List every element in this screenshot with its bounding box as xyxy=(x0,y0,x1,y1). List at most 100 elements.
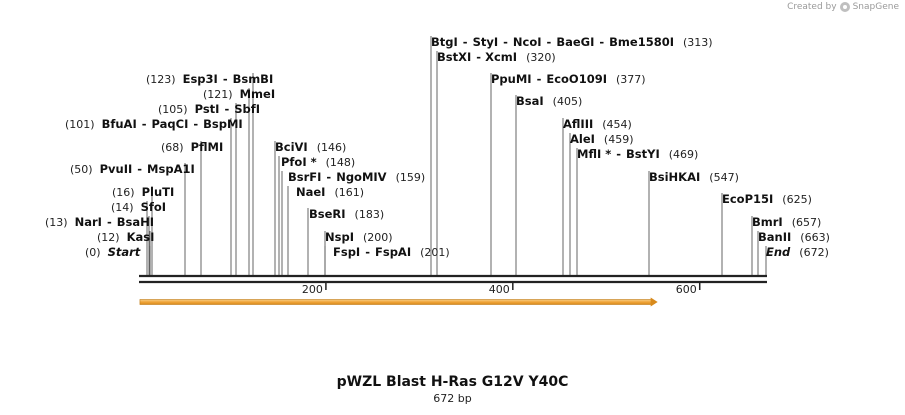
site-position: (313) xyxy=(683,36,713,49)
enzyme-name: StyI xyxy=(473,35,499,49)
site-position: (201) xyxy=(420,246,450,259)
enzyme-name: PstI xyxy=(195,102,220,116)
site-label[interactable]: FspI - FspAI (201) xyxy=(333,245,450,259)
site-label[interactable]: (105) PstI - SbfI xyxy=(158,102,260,116)
enzyme-name: SfoI xyxy=(141,200,166,214)
credit-brand: SnapGene xyxy=(852,2,899,12)
site-label[interactable]: (123) Esp3I - BsmBI xyxy=(146,72,273,86)
site-labels: (0) Start(12) KasI(13) NarI - BsaHI(14) SfoI(1… xyxy=(45,35,830,259)
site-position: (121) xyxy=(203,88,233,101)
enzyme-name: BseRI xyxy=(309,207,346,221)
site-position: (469) xyxy=(669,148,699,161)
site-position: (101) xyxy=(65,118,95,131)
enzyme-name: EcoO109I xyxy=(546,72,607,86)
site-position: (0) xyxy=(85,246,101,259)
site-position: (105) xyxy=(158,103,188,116)
site-label[interactable]: BsrFI - NgoMIV (159) xyxy=(288,170,425,184)
enzyme-name: BfuAI xyxy=(102,117,137,131)
site-label[interactable]: EcoP15I (625) xyxy=(722,192,812,206)
site-separator: - xyxy=(599,35,604,49)
site-label[interactable]: End (672) xyxy=(766,245,829,259)
site-label[interactable]: (12) KasI xyxy=(97,230,154,244)
site-label[interactable]: BanII (663) xyxy=(758,230,830,244)
enzyme-name: Esp3I xyxy=(183,72,218,86)
site-position: (454) xyxy=(602,118,632,131)
ruler-tick-label: 400 xyxy=(489,283,510,296)
enzyme-name: XcmI xyxy=(485,50,517,64)
site-label[interactable]: (14) SfoI xyxy=(111,200,166,214)
site-position: (320) xyxy=(526,51,556,64)
enzyme-name: AflIII xyxy=(563,117,593,131)
enzyme-name: PaqCI xyxy=(152,117,189,131)
site-separator: - xyxy=(547,35,552,49)
enzyme-name: BaeGI xyxy=(556,35,594,49)
enzyme-name: End xyxy=(766,245,791,259)
enzyme-name: Start xyxy=(108,245,141,259)
site-label[interactable]: (50) PvuII - MspA1I xyxy=(70,162,195,176)
site-label[interactable]: BtgI - StyI - NcoI - BaeGI - Bme1580I (313) xyxy=(431,35,713,49)
site-label[interactable]: BseRI (183) xyxy=(309,207,384,221)
site-position: (68) xyxy=(161,141,184,154)
site-position: (123) xyxy=(146,73,176,86)
site-position: (459) xyxy=(604,133,634,146)
feature-layer xyxy=(139,297,658,307)
sequence-length-label: 672 bp xyxy=(433,392,472,405)
site-position: (183) xyxy=(355,208,385,221)
site-label[interactable]: (13) NarI - BsaHI xyxy=(45,215,154,229)
enzyme-name: FspAI xyxy=(375,245,411,259)
enzyme-name: PflMI xyxy=(191,140,224,154)
ruler-tick-label: 200 xyxy=(302,283,323,296)
site-position: (625) xyxy=(782,193,812,206)
enzyme-name: PluTI xyxy=(142,185,175,199)
site-position: (148) xyxy=(326,156,356,169)
site-label[interactable]: BsaI (405) xyxy=(516,94,582,108)
site-label[interactable]: (101) BfuAI - PaqCI - BspMI xyxy=(65,117,243,131)
site-label[interactable]: NaeI (161) xyxy=(296,185,364,199)
orf-feature-bar[interactable] xyxy=(139,299,652,305)
enzyme-name: BstXI xyxy=(437,50,471,64)
enzyme-name: BsrFI xyxy=(288,170,321,184)
site-label[interactable]: (121) MmeI xyxy=(203,87,275,101)
snapgene-credit: Created by SnapGene xyxy=(787,2,899,12)
site-label[interactable]: BmrI (657) xyxy=(752,215,821,229)
site-label[interactable]: (68) PflMI xyxy=(161,140,223,154)
site-separator: - xyxy=(193,117,198,131)
enzyme-name: BmrI xyxy=(752,215,783,229)
site-label[interactable]: NspI (200) xyxy=(325,230,393,244)
site-position: (663) xyxy=(800,231,830,244)
site-position: (13) xyxy=(45,216,68,229)
enzyme-name: BsiHKAI xyxy=(649,170,700,184)
enzyme-name: BstYI xyxy=(626,147,660,161)
enzyme-name: NarI xyxy=(75,215,102,229)
site-position: (200) xyxy=(363,231,393,244)
site-separator: - xyxy=(616,147,621,161)
site-label[interactable]: PpuMI - EcoO109I (377) xyxy=(491,72,646,86)
site-label[interactable]: BciVI (146) xyxy=(275,140,346,154)
site-position: (12) xyxy=(97,231,120,244)
enzyme-name: SbfI xyxy=(234,102,260,116)
ruler: 200 400 600 xyxy=(302,282,701,296)
site-label[interactable]: AflIII (454) xyxy=(563,117,632,131)
site-label[interactable]: AleI (459) xyxy=(570,132,634,146)
site-position: (547) xyxy=(709,171,739,184)
site-label[interactable]: MflI * - BstYI (469) xyxy=(577,147,698,161)
enzyme-name: NcoI xyxy=(513,35,542,49)
credit-prefix: Created by xyxy=(787,2,837,12)
orf-feature-arrowhead xyxy=(650,297,658,307)
enzyme-name: FspI xyxy=(333,245,360,259)
site-position: (405) xyxy=(553,95,583,108)
enzyme-name: PvuII xyxy=(100,162,133,176)
enzyme-name: MflI * xyxy=(577,147,611,161)
enzyme-name: BsaI xyxy=(516,94,544,108)
site-label[interactable]: (16) PluTI xyxy=(112,185,174,199)
ruler-tick-label: 600 xyxy=(676,283,697,296)
enzyme-name: NgoMIV xyxy=(336,170,386,184)
site-position: (16) xyxy=(112,186,135,199)
site-label[interactable]: BstXI - XcmI (320) xyxy=(437,50,556,64)
site-separator: - xyxy=(503,35,508,49)
site-label[interactable]: PfoI * (148) xyxy=(281,155,355,169)
site-label[interactable]: (0) Start xyxy=(85,245,141,259)
site-label[interactable]: BsiHKAI (547) xyxy=(649,170,739,184)
site-separator: - xyxy=(137,162,142,176)
